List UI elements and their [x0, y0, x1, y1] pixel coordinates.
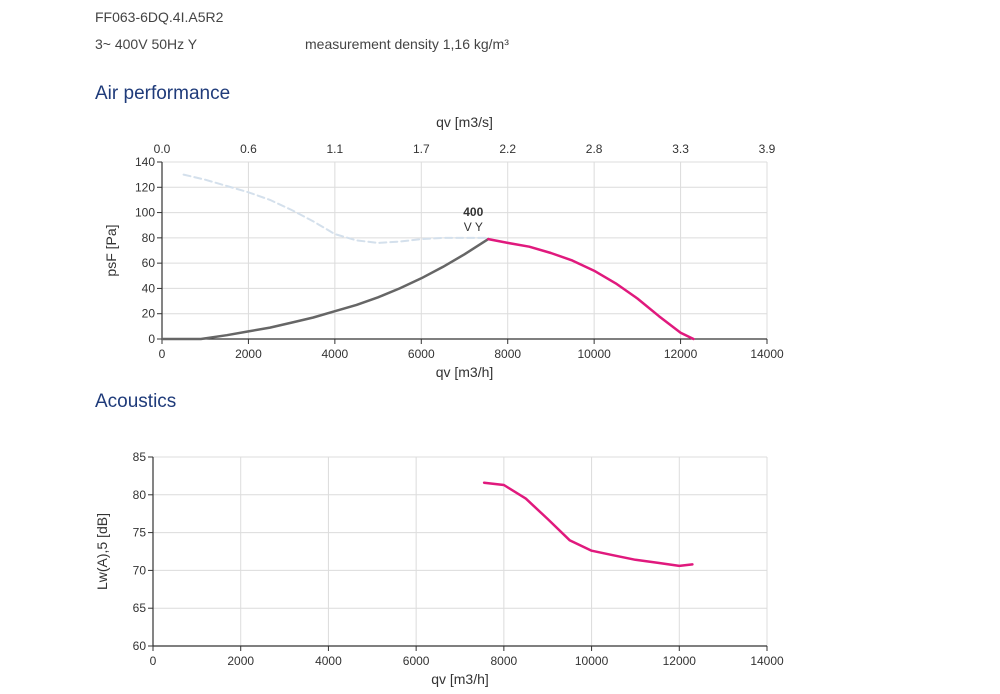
- chart0-x2-tick-label: 2.8: [586, 142, 603, 156]
- chart0-y-axis-label: psF [Pa]: [103, 224, 119, 276]
- chart1-series-0-line: [482, 481, 694, 568]
- chart1-x-tick-label: 4000: [315, 654, 342, 668]
- chart0-series-2-line: [487, 237, 695, 341]
- chart0-x-tick-label: 12000: [664, 347, 698, 361]
- chart0-x-tick-label: 2000: [235, 347, 262, 361]
- chart0-x-axis-label: qv [m3/h]: [436, 364, 494, 380]
- chart1-x-tick-label: 2000: [227, 654, 254, 668]
- chart1-x-tick-label: 6000: [403, 654, 430, 668]
- chart0-series-0-line: [182, 173, 488, 244]
- chart0-y-tick-label: 40: [142, 281, 156, 295]
- chart0-x2-tick-label: 0.0: [154, 142, 171, 156]
- chart0-annotation-speed: 400: [463, 205, 483, 219]
- chart0-x2-tick-label: 1.1: [327, 142, 344, 156]
- chart1-y-tick-label: 85: [133, 450, 147, 464]
- acoustics-title: Acoustics: [95, 391, 177, 412]
- voltage-spec: 3~ 400V 50Hz Y: [95, 36, 198, 52]
- chart0-y-tick-label: 60: [142, 256, 156, 270]
- chart0-x2-tick-label: 2.2: [499, 142, 516, 156]
- chart0-y-tick-label: 80: [142, 231, 156, 245]
- measurement-density: measurement density 1,16 kg/m³: [305, 36, 509, 52]
- chart0-x-tick-label: 6000: [408, 347, 435, 361]
- chart1-y-tick-label: 70: [133, 563, 147, 577]
- chart0-y-tick-label: 20: [142, 307, 156, 321]
- chart0-x-tick-label: 10000: [577, 347, 611, 361]
- chart1-x-tick-label: 14000: [750, 654, 784, 668]
- model-name: FF063-6DQ.4I.A5R2: [95, 9, 224, 25]
- chart0-y-tick-label: 100: [135, 206, 155, 220]
- chart0-y-tick-label: 140: [135, 155, 155, 169]
- chart0-x2-tick-label: 0.6: [240, 142, 257, 156]
- chart1-y-tick-label: 60: [133, 639, 147, 653]
- chart0-y-tick-label: 120: [135, 180, 155, 194]
- chart1-y-tick-label: 75: [133, 526, 147, 540]
- air-performance-title: Air performance: [95, 83, 231, 104]
- chart0-series-1-line: [160, 237, 490, 341]
- chart0-x2-tick-label: 3.9: [759, 142, 776, 156]
- chart1-y-tick-label: 80: [133, 488, 147, 502]
- chart0-x-tick-label: 14000: [750, 347, 784, 361]
- chart0-x2-axis-label: qv [m3/s]: [436, 114, 493, 130]
- chart1-x-axis-label: qv [m3/h]: [431, 671, 489, 687]
- chart0-y-tick-label: 0: [148, 332, 155, 346]
- chart0-x-tick-label: 8000: [494, 347, 521, 361]
- chart1-x-tick-label: 12000: [663, 654, 697, 668]
- chart1-x-tick-label: 8000: [491, 654, 518, 668]
- chart1-y-tick-label: 65: [133, 601, 147, 615]
- chart0-x2-tick-label: 1.7: [413, 142, 430, 156]
- chart1-x-tick-label: 0: [150, 654, 157, 668]
- chart1-x-tick-label: 10000: [575, 654, 609, 668]
- chart1-y-axis-label: Lw(A),5 [dB]: [94, 513, 110, 590]
- chart0-x-tick-label: 0: [159, 347, 166, 361]
- chart0-x-tick-label: 4000: [322, 347, 349, 361]
- chart0-x2-tick-label: 3.3: [672, 142, 689, 156]
- chart0-annotation-connection: V Y: [464, 220, 483, 234]
